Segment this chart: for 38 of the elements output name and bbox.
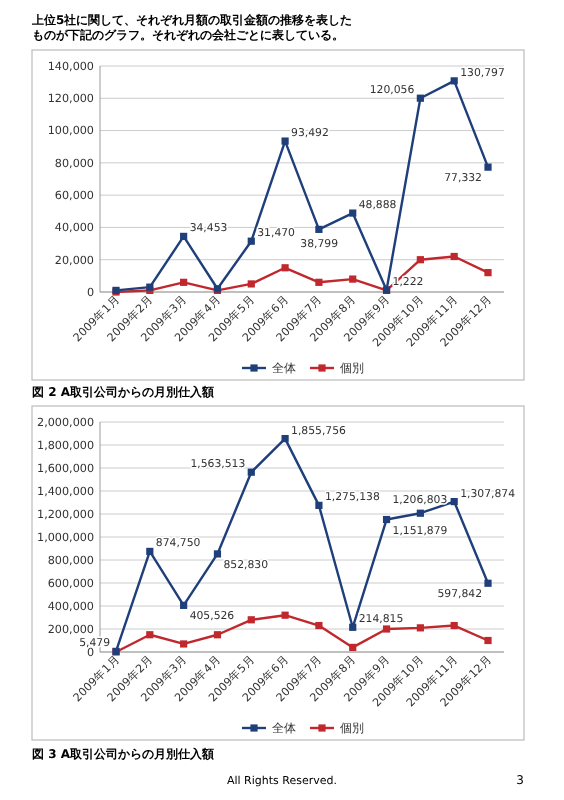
point bbox=[213, 631, 222, 639]
point bbox=[382, 515, 391, 524]
point bbox=[180, 232, 188, 240]
point bbox=[247, 280, 255, 288]
point bbox=[180, 640, 188, 648]
point bbox=[450, 497, 458, 506]
point bbox=[450, 77, 458, 85]
point bbox=[484, 579, 492, 587]
point bbox=[180, 601, 188, 609]
point bbox=[484, 269, 492, 277]
point bbox=[213, 550, 222, 558]
point bbox=[281, 137, 289, 145]
point bbox=[247, 616, 255, 624]
point bbox=[281, 264, 289, 272]
point bbox=[450, 621, 458, 630]
point bbox=[416, 256, 424, 264]
point bbox=[315, 225, 323, 233]
point bbox=[416, 94, 424, 102]
point bbox=[180, 278, 188, 286]
point bbox=[315, 621, 323, 630]
point bbox=[484, 636, 492, 645]
point bbox=[416, 509, 424, 517]
point bbox=[281, 434, 289, 443]
point bbox=[315, 278, 323, 286]
point bbox=[281, 611, 289, 619]
point bbox=[416, 624, 424, 632]
point bbox=[315, 501, 323, 509]
point bbox=[349, 623, 357, 631]
point bbox=[146, 547, 154, 555]
point bbox=[349, 275, 357, 283]
point bbox=[450, 252, 458, 261]
point bbox=[349, 643, 357, 651]
point bbox=[382, 625, 391, 633]
point bbox=[247, 468, 255, 476]
point bbox=[349, 209, 357, 217]
point bbox=[146, 631, 154, 639]
point bbox=[484, 163, 492, 171]
point bbox=[247, 237, 255, 245]
